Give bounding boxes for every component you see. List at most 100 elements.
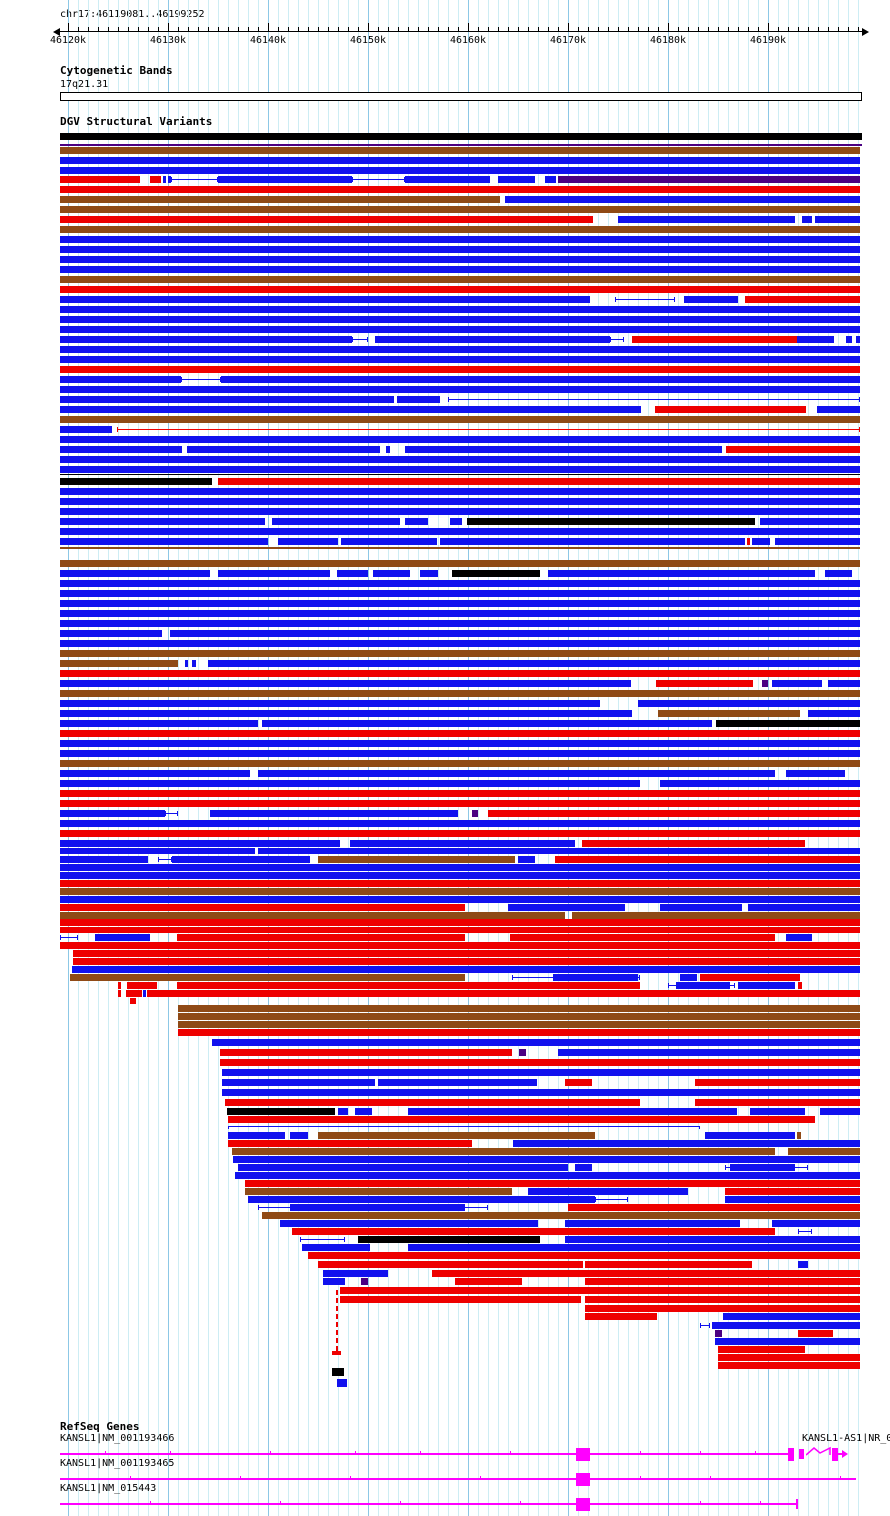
variant-bar[interactable] [178,1029,860,1036]
variant-bar[interactable] [323,1270,388,1277]
variant-bar[interactable] [375,336,610,343]
exon-box[interactable] [576,1498,590,1511]
variant-bar[interactable] [828,680,860,687]
variant-bar[interactable] [150,176,161,183]
variant-bar[interactable] [60,196,500,203]
variant-bar[interactable] [60,498,860,505]
variant-bar[interactable] [290,1132,308,1139]
variant-bar[interactable] [558,1049,860,1056]
variant-bar[interactable] [60,640,860,647]
variant-bar[interactable] [318,1261,583,1268]
variant-bar[interactable] [60,927,860,933]
variant-bar[interactable] [798,982,802,989]
variant-bar[interactable] [748,904,860,911]
variant-whisker[interactable] [60,937,78,938]
variant-bar[interactable] [60,386,860,393]
variant-bar[interactable] [60,456,860,463]
variant-bar[interactable] [820,1108,860,1115]
exon-box[interactable] [576,1473,590,1486]
variant-bar[interactable] [658,710,800,717]
variant-bar[interactable] [585,1278,860,1285]
variant-bar[interactable] [565,1079,592,1086]
variant-bar[interactable] [60,528,860,535]
variant-bar[interactable] [676,982,730,989]
variant-bar[interactable] [60,780,640,787]
variant-bar[interactable] [60,740,860,747]
variant-bar[interactable] [220,1059,860,1066]
variant-bar[interactable] [60,296,590,303]
variant-bar[interactable] [455,1278,522,1285]
variant-bar[interactable] [60,147,860,154]
variant-bar[interactable] [798,1330,833,1337]
variant-whisker[interactable] [158,859,172,860]
variant-bar[interactable] [60,790,860,797]
variant-bar[interactable] [60,466,860,473]
variant-bar[interactable] [60,830,860,837]
variant-bar[interactable] [548,570,815,577]
variant-bar[interactable] [60,406,641,413]
variant-bar[interactable] [716,720,860,727]
variant-bar[interactable] [60,266,860,273]
variant-bar[interactable] [568,1204,860,1211]
variant-bar[interactable] [72,966,860,973]
variant-bar[interactable] [772,680,822,687]
variant-bar[interactable] [258,770,775,777]
variant-bar[interactable] [60,880,860,887]
variant-bar[interactable] [60,326,860,333]
variant-bar[interactable] [745,296,860,303]
variant-bar[interactable] [513,1140,860,1147]
variant-bar[interactable] [187,446,380,453]
variant-bar[interactable] [846,336,852,343]
variant-bar[interactable] [738,982,795,989]
variant-bar[interactable] [60,820,860,827]
variant-bar[interactable] [170,630,860,637]
variant-bar[interactable] [817,406,860,413]
variant-bar[interactable] [60,896,860,903]
variant-whisker[interactable] [228,1126,700,1127]
variant-bar[interactable] [498,176,535,183]
variant-bar[interactable] [60,316,860,323]
variant-bar[interactable] [127,982,157,989]
variant-whisker[interactable] [595,1199,628,1200]
variant-bar[interactable] [218,176,352,183]
variant-bar[interactable] [60,600,860,607]
variant-bar[interactable] [772,1220,860,1227]
variant-bar[interactable] [386,446,390,453]
variant-bar[interactable] [60,864,860,871]
variant-bar[interactable] [815,216,860,223]
variant-bar[interactable] [408,1108,737,1115]
variant-bar[interactable] [227,1108,335,1115]
variant-bar[interactable] [60,538,268,545]
variant-bar[interactable] [60,580,860,587]
variant-bar[interactable] [220,1049,512,1056]
variant-bar[interactable] [718,1362,860,1369]
variant-bar[interactable] [660,904,742,911]
variant-bar[interactable] [95,934,150,941]
variant-bar[interactable] [60,912,565,919]
variant-whisker[interactable] [610,339,624,340]
variant-bar[interactable] [825,570,852,577]
variant-bar[interactable] [775,538,860,545]
variant-bar[interactable] [163,176,166,183]
variant-bar[interactable] [60,144,862,146]
variant-bar[interactable] [60,376,181,383]
variant-whisker[interactable] [352,339,368,340]
variant-bar[interactable] [60,396,394,403]
variant-bar[interactable] [60,366,860,373]
variant-bar[interactable] [60,356,860,363]
variant-bar[interactable] [726,446,860,453]
variant-bar[interactable] [725,1196,860,1203]
variant-bar[interactable] [210,810,458,817]
variant-bar[interactable] [808,710,860,717]
variant-bar[interactable] [177,982,640,989]
variant-bar[interactable] [856,336,860,343]
variant-bar[interactable] [60,840,340,847]
variant-bar[interactable] [378,1079,537,1086]
variant-bar[interactable] [656,680,753,687]
variant-bar[interactable] [221,376,860,383]
variant-bar[interactable] [518,856,535,863]
variant-bar[interactable] [695,1099,860,1106]
variant-mark[interactable] [332,1368,344,1376]
variant-bar[interactable] [575,1164,592,1171]
variant-bar[interactable] [60,700,600,707]
